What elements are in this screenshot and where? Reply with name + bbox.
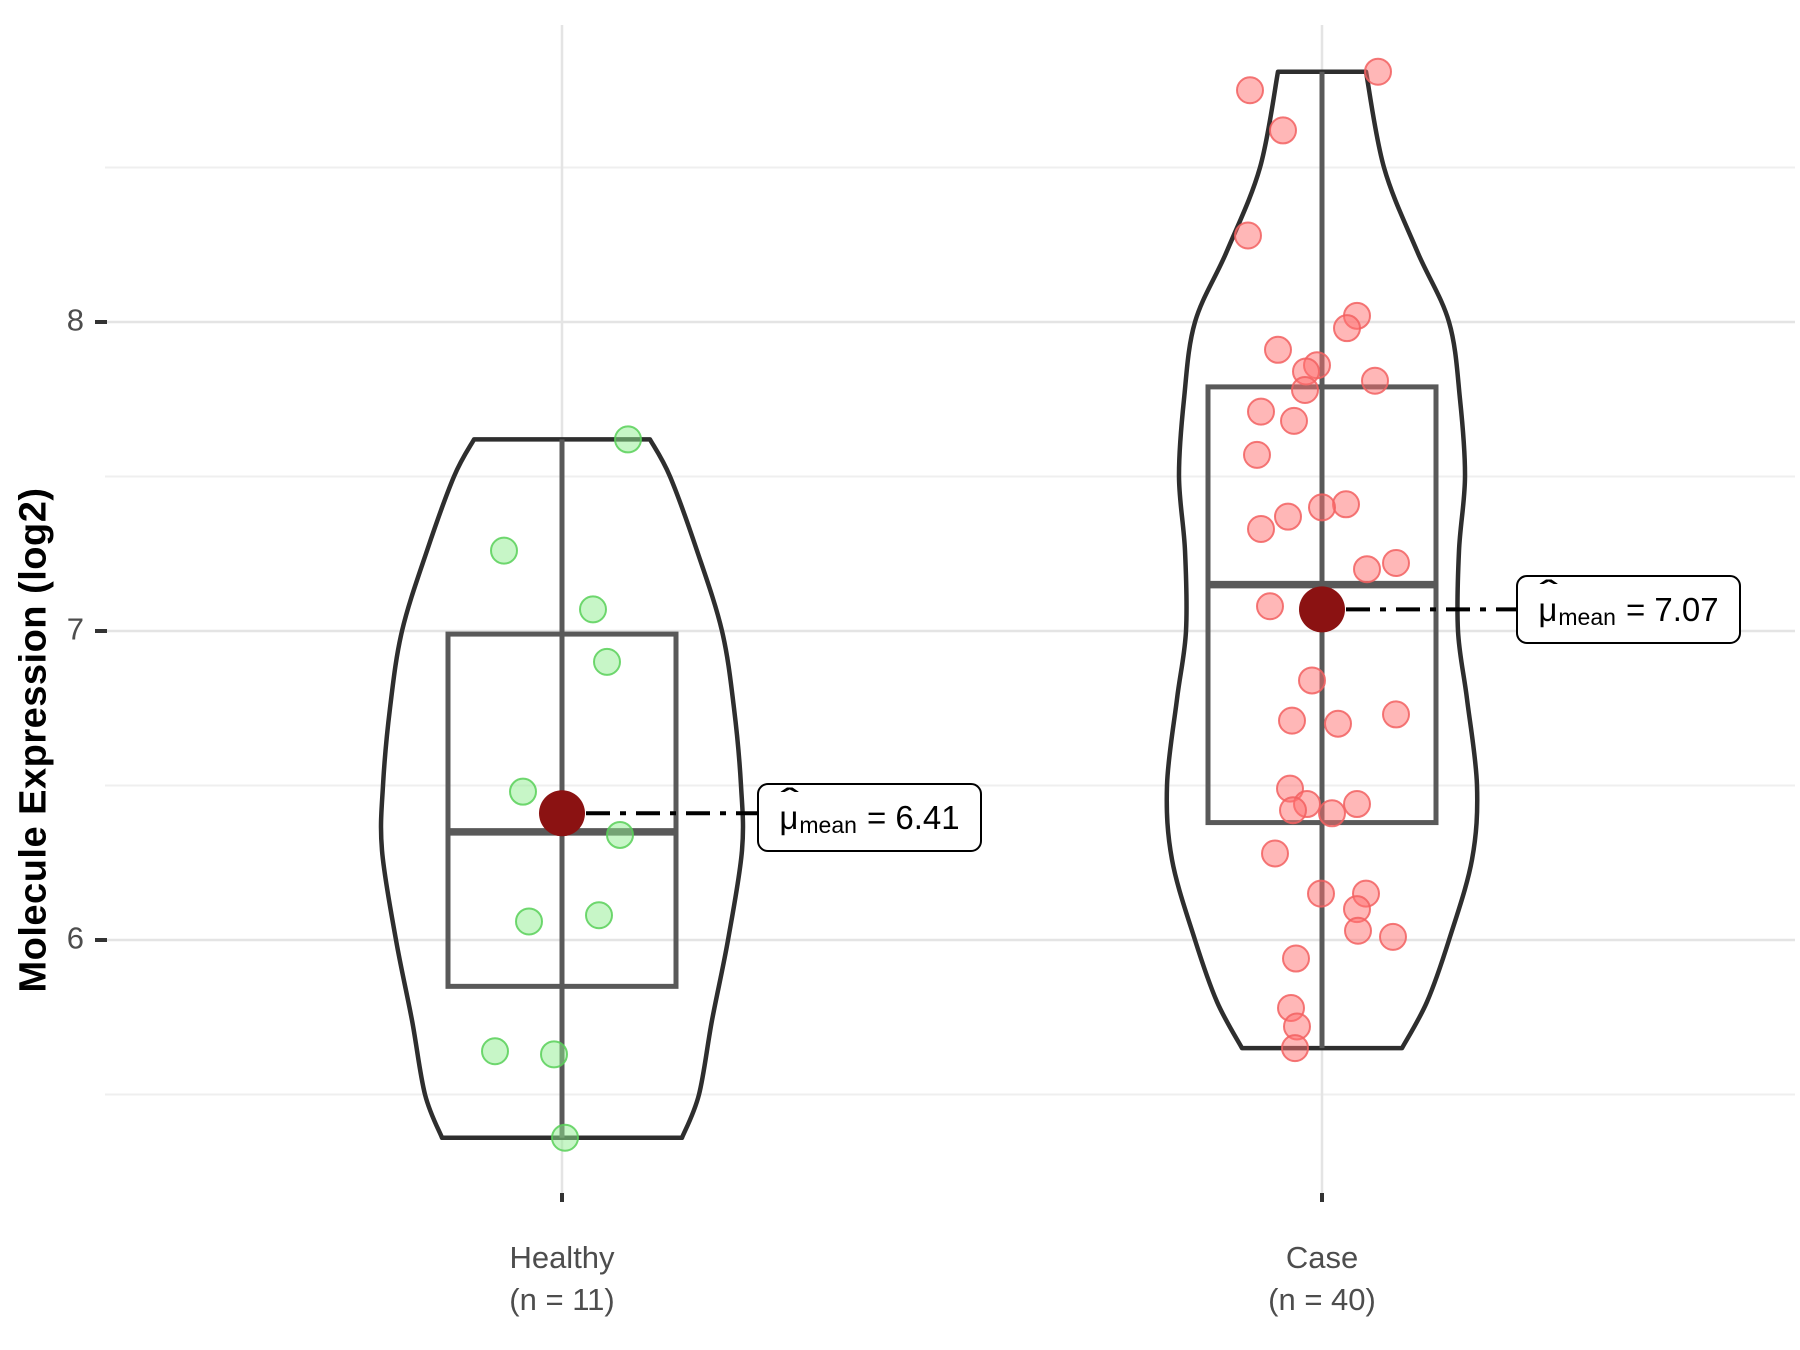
data-point-case [1324, 709, 1352, 738]
y-tick-label-7: 7 [66, 611, 84, 647]
data-point-case [1247, 515, 1275, 544]
data-point-case [1353, 555, 1381, 584]
data-point-case [1282, 944, 1310, 973]
x-label-case: Case (n = 40) [1162, 1237, 1482, 1321]
data-point-case [1261, 839, 1289, 868]
data-point-case [1308, 493, 1336, 522]
data-point-case [1291, 375, 1319, 404]
data-point-case [1333, 314, 1361, 343]
data-point-case [1280, 406, 1308, 435]
mean-point-healthy [539, 790, 585, 837]
data-point-case [1379, 922, 1407, 951]
data-point-case [1382, 700, 1410, 729]
data-point-case [1274, 502, 1302, 531]
x-label-healthy-name: Healthy [509, 1240, 615, 1275]
data-point-case [1307, 879, 1335, 908]
x-label-healthy: Healthy (n = 11) [402, 1237, 722, 1321]
mean-subscript: mean [1558, 604, 1616, 630]
violin-outline-case [1164, 69, 1480, 1051]
mean-annotation-healthy: μ ˆ mean = 6.41 [757, 783, 982, 852]
data-point-case [1243, 440, 1271, 469]
hat-accent: ˆ [1539, 575, 1557, 606]
data-point-healthy [551, 1123, 579, 1152]
data-point-case [1343, 790, 1371, 819]
data-point-case [1279, 796, 1307, 825]
data-point-case [1361, 366, 1389, 395]
data-point-case [1236, 76, 1264, 105]
data-point-case [1269, 116, 1297, 145]
data-point-case [1281, 1034, 1309, 1063]
data-point-case [1247, 397, 1275, 426]
y-tick-label-8: 8 [66, 302, 84, 338]
mean-value-healthy: = 6.41 [866, 798, 960, 836]
x-label-case-name: Case [1285, 1240, 1359, 1275]
data-point-case [1298, 666, 1326, 695]
data-point-healthy [585, 901, 613, 930]
data-point-case [1344, 916, 1372, 945]
y-axis-title: Molecule Expression (log2) [12, 487, 55, 993]
data-point-case [1256, 592, 1284, 621]
data-point-healthy [515, 907, 543, 936]
data-point-case [1332, 490, 1360, 519]
mean-subscript: mean [799, 812, 857, 838]
data-point-case [1278, 706, 1306, 735]
data-point-case [1364, 57, 1392, 86]
data-point-healthy [540, 1040, 568, 1069]
data-point-healthy [579, 595, 607, 624]
y-tick-label-6: 6 [66, 920, 84, 956]
data-point-healthy [509, 777, 537, 806]
mean-point-case [1299, 586, 1345, 633]
data-point-case [1382, 549, 1410, 578]
data-point-case [1234, 221, 1262, 250]
x-label-case-n: (n = 40) [1268, 1282, 1376, 1317]
data-point-healthy [490, 536, 518, 565]
data-point-healthy [481, 1037, 509, 1066]
data-point-healthy [614, 425, 642, 454]
data-point-case [1318, 799, 1346, 828]
data-point-healthy [606, 820, 634, 849]
violin-outline-healthy [378, 437, 746, 1141]
hat-accent: ˆ [780, 783, 798, 814]
data-point-healthy [593, 647, 621, 676]
mean-annotation-case: μ ˆ mean = 7.07 [1516, 575, 1741, 644]
x-label-healthy-n: (n = 11) [509, 1282, 615, 1317]
box-healthy [445, 631, 679, 989]
mean-value-case: = 7.07 [1625, 590, 1719, 628]
data-point-case [1264, 335, 1292, 364]
